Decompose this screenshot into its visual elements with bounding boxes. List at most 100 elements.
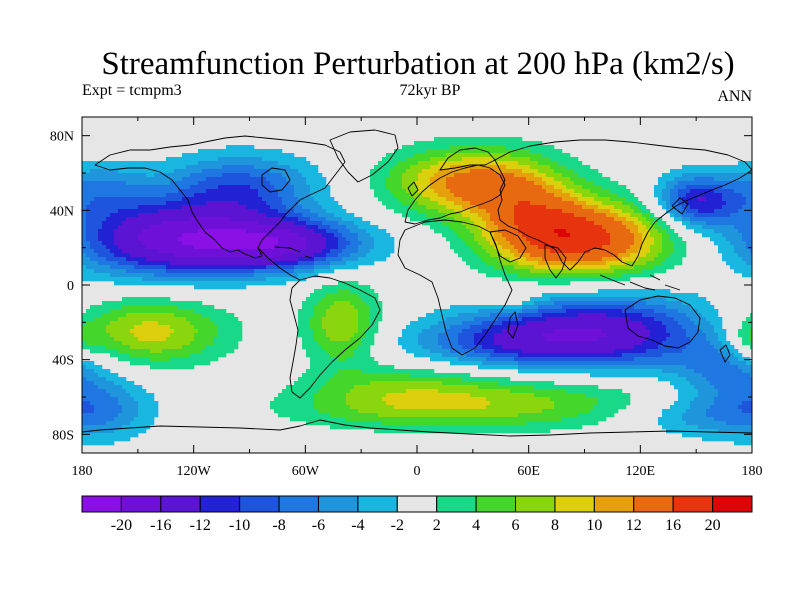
field-cell (378, 161, 383, 166)
field-cell (178, 353, 183, 358)
field-cell (474, 337, 479, 342)
field-cell (310, 233, 315, 238)
field-cell (386, 369, 391, 374)
field-cell (226, 165, 231, 170)
field-cell (82, 169, 87, 174)
field-cell (398, 413, 403, 418)
field-cell (378, 377, 383, 382)
field-cell (314, 205, 319, 210)
field-cell (438, 229, 443, 234)
field-cell (102, 309, 107, 314)
field-cell (238, 205, 243, 210)
field-cell (310, 413, 315, 418)
field-cell (82, 433, 87, 438)
field-cell (402, 373, 407, 378)
field-cell (362, 241, 367, 246)
field-cell (214, 285, 219, 290)
field-cell (202, 329, 207, 334)
field-cell (130, 269, 135, 274)
field-cell (370, 329, 375, 334)
field-cell (234, 277, 239, 282)
field-cell (386, 405, 391, 410)
field-cell (462, 313, 467, 318)
field-cell (170, 281, 175, 286)
field-cell (362, 297, 367, 302)
field-cell (302, 221, 307, 226)
field-cell (350, 389, 355, 394)
field-cell (218, 249, 223, 254)
field-cell (354, 353, 359, 358)
field-cell (378, 241, 383, 246)
field-cell (326, 345, 331, 350)
field-cell (326, 197, 331, 202)
field-cell (354, 313, 359, 318)
field-cell (382, 189, 387, 194)
field-cell (114, 333, 119, 338)
field-cell (382, 241, 387, 246)
field-cell (162, 245, 167, 250)
field-cell (214, 341, 219, 346)
field-cell (126, 309, 131, 314)
field-cell (218, 173, 223, 178)
field-cell (254, 193, 259, 198)
field-cell (182, 281, 187, 286)
field-cell (414, 401, 419, 406)
field-cell (218, 277, 223, 282)
field-cell (102, 405, 107, 410)
field-cell (478, 197, 483, 202)
field-cell (94, 413, 99, 418)
field-cell (358, 245, 363, 250)
field-cell (430, 389, 435, 394)
field-cell (106, 189, 111, 194)
field-cell (446, 357, 451, 362)
field-cell (298, 325, 303, 330)
field-cell (266, 213, 271, 218)
field-cell (270, 157, 275, 162)
field-cell (126, 345, 131, 350)
field-cell (126, 177, 131, 182)
field-cell (314, 389, 319, 394)
field-cell (138, 281, 143, 286)
field-cell (266, 221, 271, 226)
field-cell (386, 245, 391, 250)
field-cell (90, 213, 95, 218)
field-cell (194, 209, 199, 214)
field-cell (230, 165, 235, 170)
field-cell (326, 413, 331, 418)
field-cell (310, 249, 315, 254)
field-cell (438, 317, 443, 322)
field-cell (130, 161, 135, 166)
field-cell (106, 425, 111, 430)
field-cell (370, 309, 375, 314)
field-cell (418, 377, 423, 382)
field-cell (222, 329, 227, 334)
field-cell (282, 393, 287, 398)
field-cell (350, 421, 355, 426)
field-cell (426, 397, 431, 402)
field-cell (350, 309, 355, 314)
field-cell (442, 421, 447, 426)
field-cell (126, 245, 131, 250)
field-cell (318, 229, 323, 234)
field-cell (102, 441, 107, 446)
field-cell (338, 373, 343, 378)
field-cell (138, 345, 143, 350)
field-cell (198, 313, 203, 318)
field-cell (334, 425, 339, 430)
field-cell (210, 177, 215, 182)
field-cell (126, 409, 131, 414)
field-cell (466, 401, 471, 406)
field-cell (246, 145, 251, 150)
field-cell (394, 201, 399, 206)
field-cell (438, 309, 443, 314)
field-cell (270, 177, 275, 182)
field-cell (218, 309, 223, 314)
field-cell (298, 233, 303, 238)
field-cell (118, 377, 123, 382)
field-cell (370, 365, 375, 370)
field-cell (178, 265, 183, 270)
field-cell (450, 381, 455, 386)
field-cell (266, 205, 271, 210)
field-cell (190, 301, 195, 306)
field-cell (106, 313, 111, 318)
